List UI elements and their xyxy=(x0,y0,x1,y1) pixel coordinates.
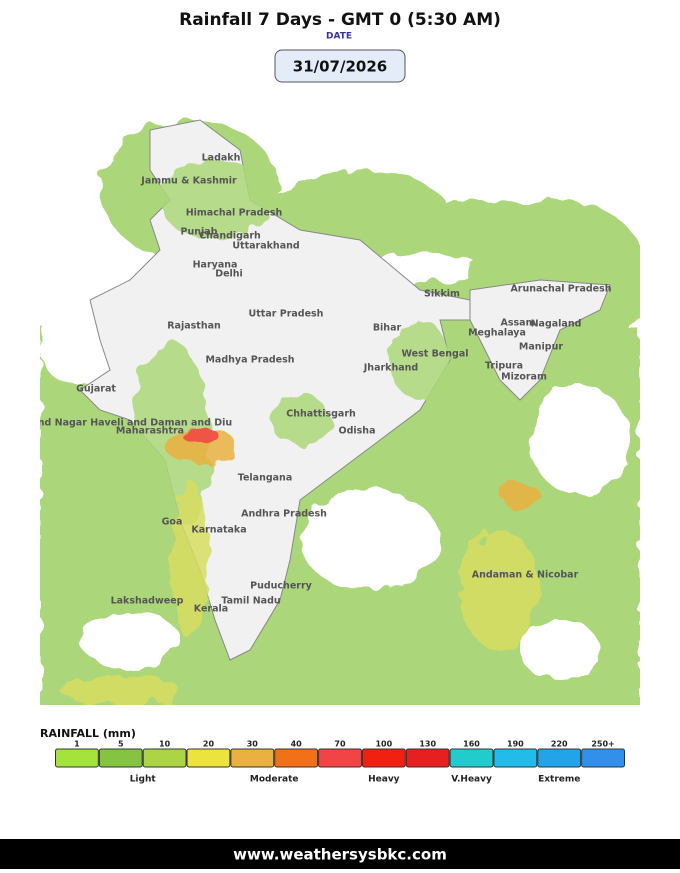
state-label: Uttar Pradesh xyxy=(249,309,324,320)
state-label: Uttarakhand xyxy=(232,241,299,252)
legend-label: 20 xyxy=(203,740,215,749)
state-label: Andhra Pradesh xyxy=(241,509,327,520)
state-label: Himachal Pradesh xyxy=(186,208,283,219)
state-label: Gujarat xyxy=(76,384,116,395)
state-label: Tamil Nadu xyxy=(221,596,280,607)
state-label: Odisha xyxy=(339,426,376,437)
legend: 1 5 10 20 30 40 70 100 130 160 190 220 250+ Light Mode… xyxy=(55,740,626,785)
legend-swatch xyxy=(230,748,275,768)
state-label: Telangana xyxy=(238,473,292,484)
state-label: Arunachal Pradesh xyxy=(510,284,611,295)
legend-title: RAINFALL (mm) xyxy=(40,727,136,740)
footer: www.weathersysbkc.com xyxy=(233,846,447,864)
legend-swatch xyxy=(581,748,626,768)
state-label: Goa xyxy=(162,517,183,528)
date: 31/07/2026 xyxy=(293,58,387,76)
state-label: Jharkhand xyxy=(363,363,418,374)
state-label: Tripura xyxy=(485,361,523,372)
state-label: Karnataka xyxy=(191,525,246,536)
legend-swatch xyxy=(405,748,450,768)
title: Rainfall 7 Days - GMT 0 (5:30 AM) xyxy=(179,10,501,30)
legend-label: 40 xyxy=(291,740,303,749)
state-label: Chandigarh xyxy=(199,231,261,242)
legend-category: Heavy xyxy=(368,775,400,785)
state-label: Meghalaya xyxy=(468,328,526,339)
state-label: Andaman & Nicobar xyxy=(472,570,579,581)
state-labels: Ladakh Jammu & Kashmir Himachal Pradesh … xyxy=(0,153,612,615)
date-box xyxy=(274,49,406,83)
legend-swatch xyxy=(98,748,143,768)
legend-category: V.Heavy xyxy=(451,775,492,785)
legend-category: Moderate xyxy=(250,775,299,785)
legend-label: 5 xyxy=(118,740,124,749)
legend-label: 10 xyxy=(159,740,171,749)
state-label: Kerala xyxy=(194,604,228,615)
state-label: Puducherry xyxy=(250,581,312,592)
legend-label: 100 xyxy=(375,740,392,749)
state-label: Bihar xyxy=(373,323,402,334)
legend-swatch xyxy=(55,748,99,768)
legend-label: 1 xyxy=(74,740,80,749)
state-label: Mizoram xyxy=(501,372,547,383)
legend-swatch xyxy=(449,748,494,768)
state-label: Lakshadweep xyxy=(111,596,184,607)
state-label: West Bengal xyxy=(401,349,468,360)
date-label: DATE xyxy=(326,32,352,42)
legend-label: 130 xyxy=(419,740,436,749)
state-label: Manipur xyxy=(519,342,563,353)
legend-swatch xyxy=(537,748,582,768)
legend-label: 70 xyxy=(334,740,346,749)
state-label: Rajasthan xyxy=(167,321,221,332)
state-label: Dadra and Nagar Haveli and Daman and Diu xyxy=(0,418,232,429)
india-outline xyxy=(79,119,471,661)
state-label: Assam xyxy=(501,318,536,329)
legend-swatch xyxy=(493,748,538,768)
state-label: Madhya Pradesh xyxy=(205,355,294,366)
footer-bar xyxy=(0,839,680,869)
legend-label: 220 xyxy=(551,740,568,749)
legend-swatch xyxy=(186,748,231,768)
legend-swatch xyxy=(318,748,362,768)
state-label: Sikkim xyxy=(424,289,460,300)
state-label: Haryana xyxy=(193,260,238,271)
legend-swatch xyxy=(361,748,406,768)
map: Ladakh Jammu & Kashmir Himachal Pradesh … xyxy=(0,119,640,705)
state-label: Maharashtra xyxy=(116,426,184,437)
legend-swatch xyxy=(274,748,319,768)
state-label: Punjab xyxy=(181,227,218,238)
legend-label: 30 xyxy=(247,740,259,749)
state-label: Chhattisgarh xyxy=(286,409,356,420)
legend-category: Light xyxy=(130,775,157,785)
state-label: Ladakh xyxy=(202,153,241,164)
rain-overlay xyxy=(60,160,540,705)
state-label: Jammu & Kashmir xyxy=(140,176,237,187)
legend-swatch xyxy=(142,748,187,768)
state-label: Nagaland xyxy=(531,319,582,330)
legend-label: 250+ xyxy=(591,740,614,749)
northeast-outline xyxy=(469,279,611,401)
legend-label: 160 xyxy=(463,740,480,749)
legend-label: 190 xyxy=(507,740,524,749)
legend-category: Extreme xyxy=(538,775,580,785)
state-label: Delhi xyxy=(215,269,243,280)
